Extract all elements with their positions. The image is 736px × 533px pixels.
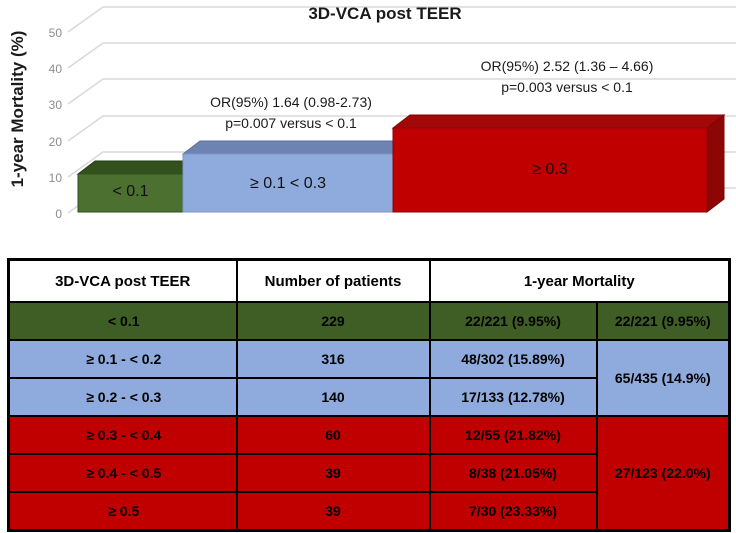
table-row: ≥ 0.2 - < 0.3 140 17/133 (12.78%) [7, 377, 730, 417]
range-cell: ≥ 0.4 - < 0.5 [7, 453, 238, 493]
mortality-bar-chart: 3D-VCA post TEER 1-year Mortality (%) 50… [0, 0, 736, 250]
bar-red [391, 113, 726, 214]
bar-red-side-face [706, 113, 725, 214]
bar-green [76, 160, 202, 213]
header-patients: Number of patients [235, 258, 431, 303]
table-header-row: 3D-VCA post TEER Number of patients 1-ye… [7, 258, 731, 303]
header-mortality: 1-year Mortality [428, 258, 731, 303]
header-vca: 3D-VCA post TEER [7, 258, 238, 303]
chart-canvas [67, 6, 736, 214]
gridline-50 [67, 6, 736, 33]
bar-green-front-face [77, 173, 184, 213]
patients-cell: 39 [235, 453, 431, 493]
bar-blue-top-face [181, 140, 412, 155]
gridline-30 [67, 78, 736, 105]
range-cell: ≥ 0.1 - < 0.2 [7, 339, 238, 379]
bar-green-top-face [76, 160, 202, 175]
table-row: ≥ 0.1 - < 0.2 316 48/302 (15.89%) 65/435… [7, 339, 731, 417]
group-mortality-cell-red: 27/123 (22.0%) [595, 415, 731, 532]
gridline-40 [67, 42, 736, 69]
patients-cell: 60 [235, 415, 431, 455]
mortality-cell: 17/133 (12.78%) [428, 377, 598, 417]
mortality-cell: 7/30 (23.33%) [428, 491, 598, 532]
bar-red-front-face [392, 127, 708, 213]
table-row: ≥ 0.5 39 7/30 (23.33%) [7, 491, 730, 532]
mortality-cell: 22/221 (9.95%) [428, 301, 598, 341]
group-mortality-cell-blue: 65/435 (14.9%) [595, 339, 731, 417]
mortality-cell: 12/55 (21.82%) [428, 415, 598, 455]
table-row: ≥ 0.4 - < 0.5 39 8/38 (21.05%) [7, 453, 730, 493]
patients-cell: 140 [235, 377, 431, 417]
patients-cell: 39 [235, 491, 431, 532]
range-cell: ≥ 0.5 [7, 491, 238, 532]
bar-blue [181, 140, 412, 213]
group-mortality-cell-green: 22/221 (9.95%) [595, 301, 731, 341]
bar-blue-front-face [182, 153, 394, 213]
range-cell: ≥ 0.3 - < 0.4 [7, 415, 238, 455]
range-cell: < 0.1 [7, 301, 238, 341]
mortality-table: 3D-VCA post TEER Number of patients 1-ye… [7, 258, 731, 532]
patients-cell: 229 [235, 301, 431, 341]
mortality-cell: 48/302 (15.89%) [428, 339, 598, 379]
mortality-cell: 8/38 (21.05%) [428, 453, 598, 493]
table-row: < 0.1 229 22/221 (9.95%) 22/221 (9.95%) [7, 301, 731, 341]
table-row: ≥ 0.3 - < 0.4 60 12/55 (21.82%) 27/123 (… [7, 415, 731, 532]
bar-red-top-face [391, 114, 726, 129]
range-cell: ≥ 0.2 - < 0.3 [7, 377, 238, 417]
patients-cell: 316 [235, 339, 431, 379]
